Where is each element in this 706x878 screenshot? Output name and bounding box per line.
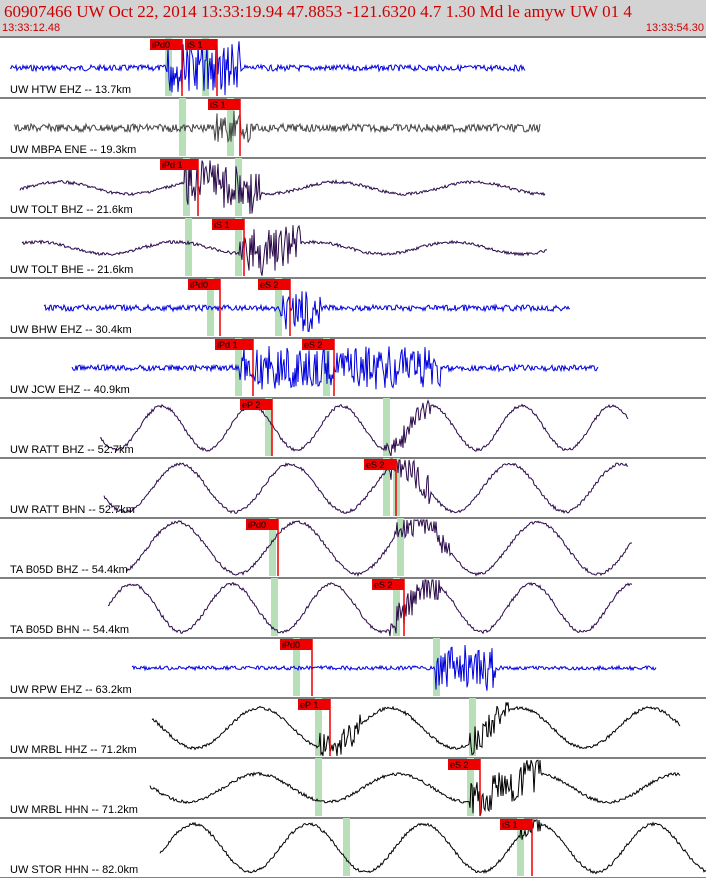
trace-label: UW RPW EHZ -- 63.2km [10,684,132,696]
pick-marker[interactable]: iS 1 [208,99,241,156]
waveform-trace[interactable] [99,399,629,457]
pick-marker[interactable]: eS 2 [258,279,291,336]
pick-window [202,38,209,96]
waveform-trace[interactable] [71,345,599,390]
trace-label: TA B05D BHN -- 54.4km [10,624,129,636]
pick-window [269,518,276,576]
trace-label: UW TOLT BHZ -- 21.6km [10,204,133,216]
pick-marker[interactable]: iPd0 [188,279,221,336]
waveform-trace[interactable] [125,518,633,577]
pick-marker[interactable]: iPd 1 [160,159,199,216]
pick-label: eS 2 [374,580,393,590]
end-time: 13:33:54.30 [645,22,704,34]
start-time: 13:33:12.48 [2,22,61,34]
waveform-trace[interactable] [43,291,571,332]
waveform-trace[interactable] [149,759,681,817]
pick-marker[interactable]: iS 1 [185,39,218,96]
pick-label: iPd0 [152,40,170,50]
trace-label: UW STOR HHN -- 82.0km [10,864,139,876]
trace-label: UW HTW EHZ -- 13.7km [10,84,131,96]
pick-label: iS 1 [187,40,203,50]
trace-label: TA B05D BHZ -- 54.4km [10,564,128,576]
trace-label: UW TOLT BHE -- 21.6km [10,264,134,276]
waveform-trace[interactable] [107,579,633,637]
pick-label: iS 1 [502,820,518,830]
pick-label: eS 2 [260,280,279,290]
pick-marker[interactable]: iPd0 [280,639,313,696]
waveform-trace[interactable] [19,160,546,214]
waveform-trace[interactable] [151,702,681,757]
pick-window [315,758,322,816]
pick-marker[interactable]: iPd 1 [215,339,254,396]
pick-label: iPd0 [282,640,300,650]
trace-label: UW JCW EHZ -- 40.9km [10,384,130,396]
pick-label: eS 2 [366,460,385,470]
waveform-trace[interactable] [13,110,541,143]
pick-label: iPd 1 [162,160,183,170]
pick-window [517,818,524,876]
pick-window [343,818,350,876]
pick-label: iPd0 [190,280,208,290]
pick-window [185,218,192,276]
pick-window [271,578,278,636]
waveform-trace[interactable] [21,224,548,276]
event-header: 60907466 UW Oct 22, 2014 13:33:19.94 47.… [0,0,706,36]
pick-marker[interactable]: iPd0 [150,39,183,96]
trace-label: UW RATT BHZ -- 52.7km [10,444,134,456]
pick-window [397,518,404,576]
pick-window [235,218,242,276]
pick-window [383,398,390,456]
pick-marker[interactable]: eP 2 [240,399,273,456]
pick-marker[interactable]: eS 2 [448,759,481,816]
trace-label: UW MBPA ENE -- 19.3km [10,144,137,156]
pick-marker[interactable]: eS 2 [302,339,335,396]
pick-label: eS 2 [304,340,323,350]
pick-marker[interactable]: iS 1 [500,819,533,876]
pick-window [383,458,390,516]
pick-marker[interactable]: iS 1 [212,219,245,276]
pick-marker[interactable]: eS 2 [364,459,397,516]
pick-label: iPd0 [248,520,266,530]
pick-marker[interactable]: eP 1 [298,699,331,756]
pick-label: eS 2 [450,760,469,770]
pick-window [469,698,476,756]
pick-label: eP 2 [242,400,260,410]
waveform-trace[interactable] [103,458,629,515]
trace-label: UW RATT BHN -- 52.7km [10,504,135,516]
waveform-trace[interactable] [131,644,657,691]
trace-label: UW BHW EHZ -- 30.4km [10,324,132,336]
pick-label: eP 1 [300,700,318,710]
trace-label: UW MRBL HHN -- 71.2km [10,804,138,816]
pick-window [293,638,300,696]
pick-window [265,398,272,456]
trace-label: UW MRBL HHZ -- 71.2km [10,744,137,756]
pick-label: iS 1 [214,220,230,230]
pick-marker[interactable]: eS 2 [372,579,405,636]
pick-window [315,698,322,756]
pick-label: iS 1 [210,100,226,110]
pick-marker[interactable]: iPd0 [246,519,279,576]
pick-label: iPd 1 [217,340,238,350]
waveform-trace[interactable] [9,40,526,96]
event-title: 60907466 UW Oct 22, 2014 13:33:19.94 47.… [4,2,632,21]
waveform-trace[interactable] [159,818,706,875]
